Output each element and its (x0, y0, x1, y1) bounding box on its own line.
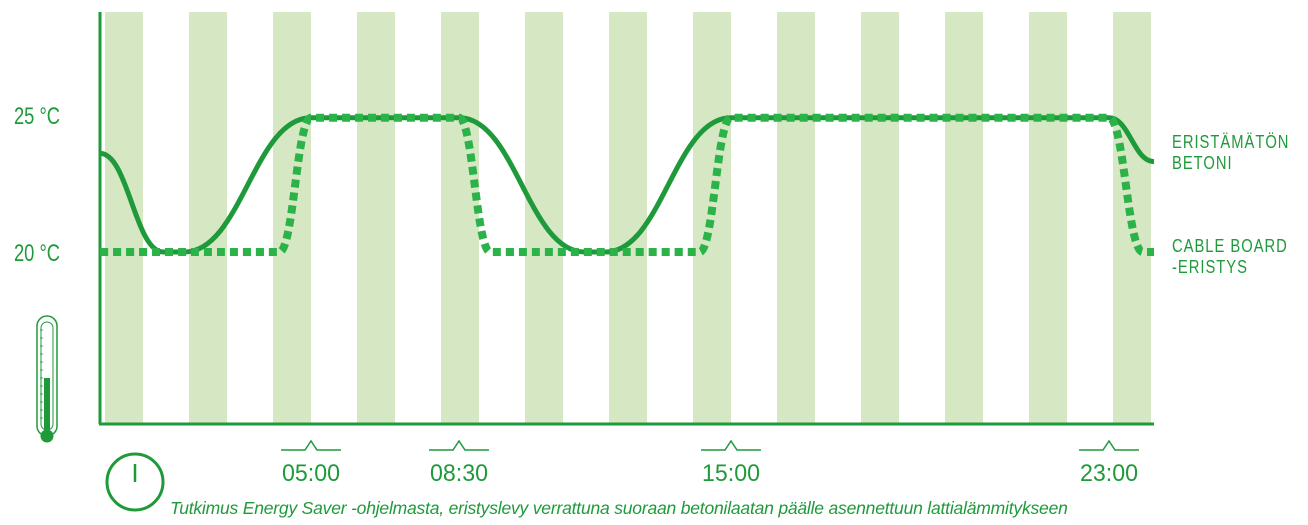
thermometer-icon (36, 315, 58, 443)
stripe-2 (273, 12, 311, 424)
series-label-dotted-line2: -ERISTYS (1172, 257, 1248, 277)
stripe-9 (861, 12, 899, 424)
clock-icon (105, 452, 165, 512)
stripe-10 (945, 12, 983, 424)
stripe-6 (609, 12, 647, 424)
chart-caption: Tutkimus Energy Saver -ohjelmasta, erist… (170, 498, 1068, 518)
y-tick-labels: 25 °C 20 °C (14, 103, 60, 267)
stripe-8 (777, 12, 815, 424)
x-tick-marker-0 (281, 439, 341, 451)
stripe-12 (1113, 12, 1151, 424)
series-line-dotted (100, 113, 1154, 257)
x-tick-marker-2 (701, 439, 761, 451)
series-label-solid-line2: BETONI (1172, 153, 1233, 173)
x-tick-labels: 05:00 08:30 15:00 23:00 (282, 460, 1138, 487)
x-tick-marker-3 (1079, 439, 1139, 451)
thermometer-bulb (40, 429, 54, 443)
series-label-dotted: CABLE BOARD -ERISTYS (1172, 236, 1288, 278)
x-tick-marker-1 (429, 439, 489, 451)
series-label-dotted-line1: CABLE BOARD (1172, 236, 1288, 256)
thermometer-fill (44, 378, 50, 430)
stripe-7 (693, 12, 731, 424)
stripe-4 (441, 12, 479, 424)
x-tick-label-2: 15:00 (702, 460, 760, 487)
x-tick-markers (281, 439, 1139, 451)
chart-axes (98, 12, 1154, 426)
x-tick-label-3: 23:00 (1080, 460, 1138, 487)
background-stripes (105, 12, 1151, 424)
stripe-11 (1029, 12, 1067, 424)
x-tick-label-0: 05:00 (282, 460, 340, 487)
stripe-3 (357, 12, 395, 424)
series-label-solid: ERISTÄMÄTÖN BETONI (1172, 132, 1289, 174)
x-tick-label-1: 08:30 (430, 460, 488, 487)
y-tick-label-1: 20 °C (14, 240, 60, 267)
stripe-5 (525, 12, 563, 424)
series-lines (99, 113, 1155, 257)
stripe-1 (189, 12, 227, 424)
series-label-solid-line1: ERISTÄMÄTÖN (1172, 132, 1290, 152)
y-tick-label-0: 25 °C (14, 103, 60, 130)
clock-face (105, 452, 165, 512)
